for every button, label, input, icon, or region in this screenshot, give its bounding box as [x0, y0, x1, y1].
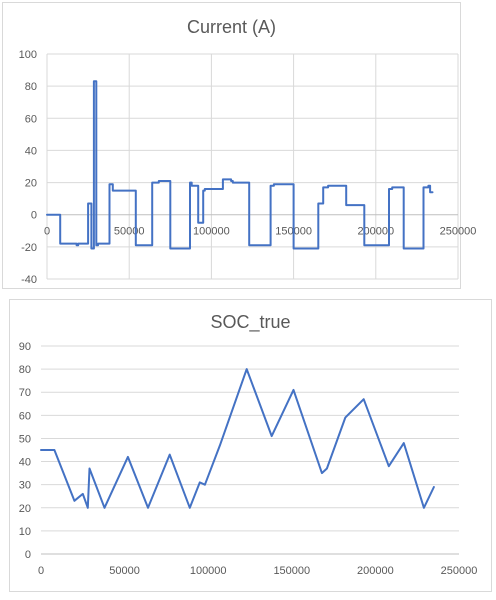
x-tick-label: 50000: [114, 226, 145, 238]
y-tick-label: 60: [19, 410, 31, 422]
y-tick-label: 0: [25, 549, 31, 561]
current-chart-panel: Current (A) -40 -20 0 20 40 60 80 100 0 50000 1000…: [2, 2, 477, 289]
y-tick-label: 20: [25, 178, 37, 190]
soc-chart-svg: 0 10 20 30 40 50 60 70 80 90 0 50000 100000 150000 200…: [19, 341, 478, 577]
x-tick-label: 150000: [273, 565, 310, 577]
y-tick-label: -20: [21, 242, 37, 254]
soc-chart-panel: SOC_true 0 10 20 30 40 50 60 70 80 90 0 50000 100000…: [9, 299, 492, 592]
y-tick-label: 60: [25, 113, 37, 125]
y-tick-label: 0: [31, 210, 37, 222]
y-tick-label: 40: [25, 145, 37, 157]
y-tick-label: 90: [19, 341, 31, 353]
x-tick-label: 0: [44, 226, 50, 238]
y-tick-label: 20: [19, 503, 31, 515]
y-tick-label: 30: [19, 480, 31, 492]
series-line: [46, 80, 434, 250]
x-tick-label: 250000: [441, 565, 478, 577]
chart-title: SOC_true: [210, 312, 291, 332]
y-tick-label: 10: [19, 526, 31, 538]
y-tick-label: -40: [21, 274, 37, 286]
x-tick-label: 100000: [190, 565, 227, 577]
x-tick-label: 200000: [357, 565, 394, 577]
x-tick-label: 200000: [357, 226, 394, 238]
y-tick-label: 40: [19, 457, 31, 469]
y-tick-label: 100: [19, 49, 37, 61]
y-tick-label: 70: [19, 387, 31, 399]
y-tick-label: 80: [19, 364, 31, 376]
x-tick-label: 250000: [440, 226, 477, 238]
y-tick-label: 50: [19, 433, 31, 445]
chart-title: Current (A): [186, 17, 276, 37]
x-tick-label: 50000: [109, 565, 140, 577]
series-line: [40, 368, 435, 509]
x-tick-label: 100000: [193, 226, 230, 238]
y-tick-label: 80: [25, 81, 37, 93]
x-tick-label: 0: [38, 565, 44, 577]
